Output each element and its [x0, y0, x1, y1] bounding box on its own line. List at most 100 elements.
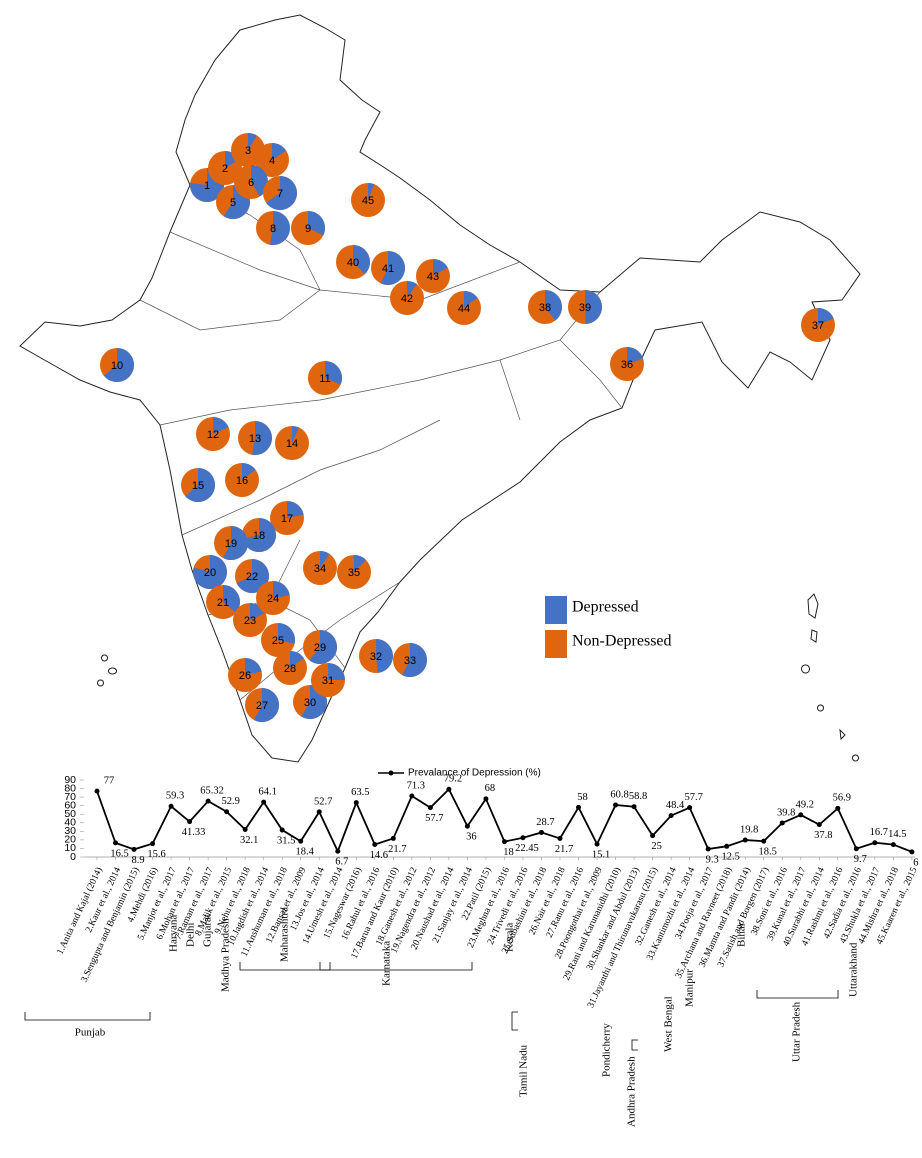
- marker: [242, 827, 248, 833]
- value-label: 41.33: [182, 827, 206, 838]
- pie-label: 23: [244, 615, 256, 627]
- pie-slice: [353, 245, 371, 275]
- value-label: 16.5: [110, 848, 128, 859]
- pie-slice: [223, 585, 241, 613]
- marker: [705, 846, 711, 852]
- marker: [890, 842, 896, 848]
- value-label: 71.3: [407, 780, 425, 791]
- y-tick-label: 50: [64, 808, 76, 820]
- value-label: 52.7: [314, 796, 332, 807]
- value-label: 57.7: [684, 792, 702, 803]
- pie-slice: [368, 183, 375, 200]
- value-label: 14.6: [370, 850, 388, 861]
- islands: [97, 593, 859, 762]
- group-label: Manipur: [684, 969, 696, 1007]
- pie-slice: [253, 688, 279, 722]
- marker: [390, 835, 396, 841]
- group-label: Andhra Pradesh: [626, 1056, 638, 1127]
- y-tick-label: 70: [64, 791, 76, 803]
- pie-slice: [242, 463, 256, 480]
- marker: [372, 842, 378, 848]
- marker: [298, 838, 304, 844]
- value-label: 21.7: [555, 844, 573, 855]
- map: [19, 14, 861, 763]
- value-label: 37.8: [814, 830, 832, 841]
- y-tick-label: 30: [64, 825, 76, 837]
- marker: [131, 846, 137, 852]
- pie-label: 41: [382, 263, 394, 275]
- marker: [335, 848, 341, 854]
- value-label: 48.4: [666, 800, 685, 811]
- value-label: 58.8: [629, 791, 647, 802]
- pie-slice: [325, 361, 342, 385]
- value-label: 77: [104, 776, 115, 787]
- marker: [909, 849, 915, 855]
- pie-label: 9: [305, 223, 311, 235]
- value-label: 60.8: [610, 789, 628, 800]
- value-label: 39.8: [777, 807, 795, 818]
- value-label: 52.9: [221, 796, 239, 807]
- pie-label: 25: [272, 635, 284, 647]
- pie-label: 12: [207, 429, 219, 441]
- pie-label: 35: [348, 567, 360, 579]
- group-label: Maharashtra: [279, 907, 291, 962]
- value-label: 32.1: [240, 835, 258, 846]
- pie-slice: [250, 603, 266, 620]
- pie-slice: [627, 347, 644, 364]
- pie-label: 20: [204, 567, 216, 579]
- group-label: Tamil Nadu: [518, 1044, 530, 1097]
- group-brackets: [24, 962, 839, 1051]
- marker: [446, 786, 452, 792]
- marker: [557, 835, 563, 841]
- value-label: 12.5: [721, 852, 739, 863]
- marker: [427, 805, 433, 811]
- bracket: [511, 1011, 518, 1031]
- pie-label: 28: [284, 663, 296, 675]
- bracket: [239, 962, 331, 971]
- y-tick-label: 60: [64, 799, 76, 811]
- value-label: 14.5: [888, 829, 906, 840]
- pie-label: 38: [539, 302, 551, 314]
- pie-slice: [245, 658, 262, 675]
- legend-marker: [388, 770, 394, 776]
- value-label: 9.3: [706, 854, 719, 865]
- value-label: 18.4: [296, 847, 315, 858]
- pie-label: 32: [370, 651, 382, 663]
- group-label: Punjab: [75, 1027, 106, 1039]
- value-label: 56.9: [833, 793, 851, 804]
- pie-label: 42: [401, 293, 413, 305]
- india-outline: [19, 14, 861, 763]
- value-label: 79.2: [444, 774, 462, 785]
- marker: [724, 843, 730, 849]
- pie-label: 39: [579, 302, 591, 314]
- legend-swatch: [545, 630, 567, 658]
- pie-label: 36: [621, 359, 633, 371]
- value-label: 31.5: [277, 835, 295, 846]
- marker: [187, 819, 193, 825]
- group-label: Kerala: [504, 923, 516, 952]
- value-label: 18: [503, 847, 514, 858]
- y-tick-label: 90: [64, 774, 76, 786]
- map-legend: Depressed Non-Depressed: [545, 596, 672, 658]
- pie-slice: [433, 259, 448, 276]
- pie-slice: [308, 211, 326, 236]
- pie-label: 11: [319, 373, 330, 385]
- y-tick-label: 10: [64, 842, 76, 854]
- pie-slice: [193, 555, 228, 589]
- pie-slice: [223, 526, 248, 560]
- pie-label: 30: [304, 697, 316, 709]
- value-label: 15.6: [147, 849, 165, 860]
- group-label: Pondicherry: [601, 1023, 613, 1077]
- pie-slice: [242, 518, 277, 553]
- pie-label: 8: [270, 223, 276, 235]
- marker: [576, 804, 582, 810]
- pie-label: 43: [427, 271, 439, 283]
- marker: [113, 840, 119, 846]
- marker: [538, 829, 544, 835]
- pie-label: 45: [362, 195, 374, 207]
- value-label: 8.9: [131, 855, 144, 866]
- pie-label: 24: [267, 593, 279, 605]
- pie-slice: [252, 421, 272, 455]
